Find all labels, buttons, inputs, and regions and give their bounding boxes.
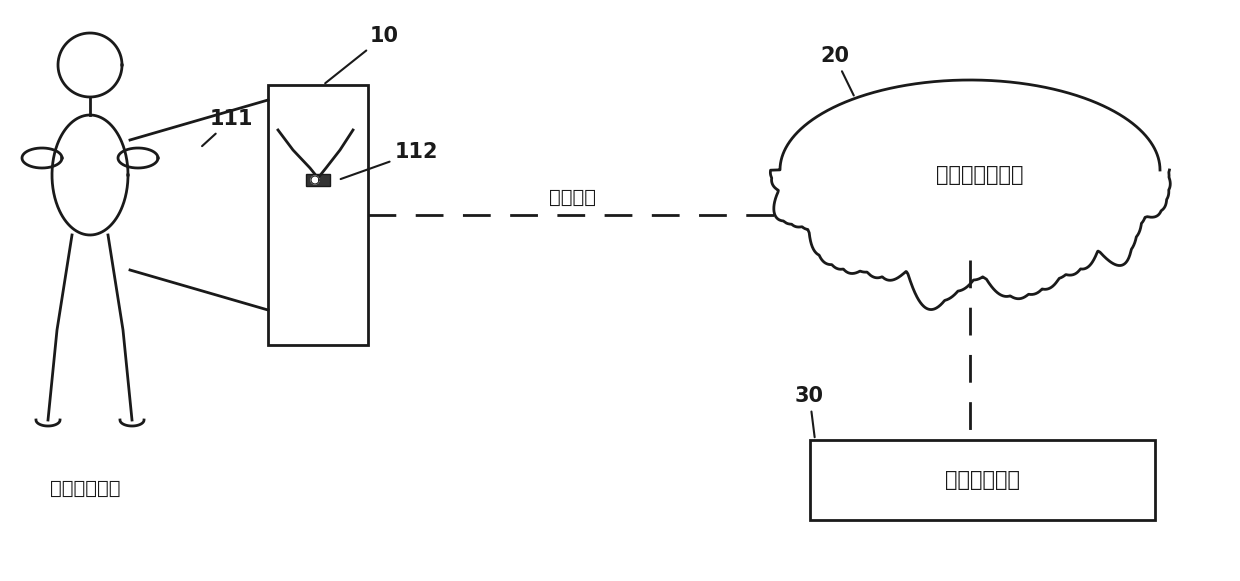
Bar [268, 85, 368, 345]
Text: 云健康服务平台: 云健康服务平台 [936, 165, 1024, 185]
Text: 无线网络: 无线网络 [548, 188, 595, 206]
Bar [810, 440, 1154, 520]
Circle shape [311, 176, 319, 184]
Text: 合作医疗机构: 合作医疗机构 [945, 470, 1021, 490]
Text: 20: 20 [820, 46, 854, 95]
Text: 人体远红外线: 人体远红外线 [50, 479, 120, 497]
Text: 112: 112 [341, 142, 439, 179]
Bar [306, 174, 330, 186]
Text: 30: 30 [795, 386, 825, 437]
Text: 111: 111 [202, 109, 253, 146]
Text: 10: 10 [325, 26, 399, 83]
